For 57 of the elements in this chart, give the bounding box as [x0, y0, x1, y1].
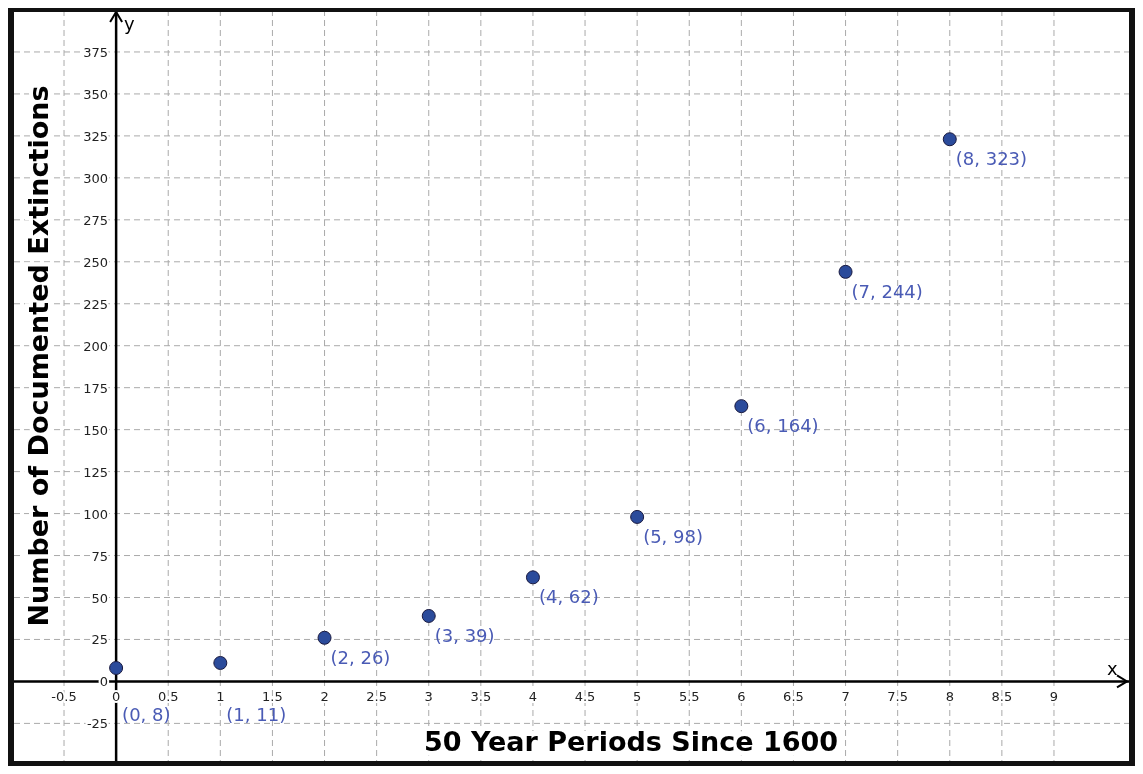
y-tick-label: 250: [83, 254, 109, 270]
data-label: (1, 11): [226, 704, 287, 726]
y-tick-label: 375: [83, 44, 109, 60]
x-tick-label: 7: [841, 689, 850, 705]
data-label: (5, 98): [643, 525, 704, 547]
annotation: x: [1107, 658, 1118, 680]
y-tick-label: -25: [86, 716, 109, 732]
point: [317, 630, 332, 645]
x-tick-label: 3: [424, 689, 433, 705]
x-tick-label: 2: [320, 689, 329, 705]
x-tick-label: 4.5: [574, 689, 596, 705]
y-tick-label: 75: [91, 548, 109, 564]
y-tick-label: 100: [83, 506, 109, 522]
x-tick-label: 2.5: [366, 689, 387, 705]
x-tick-label: 6: [737, 689, 746, 705]
x-tick-label: 6.5: [783, 689, 804, 705]
x-tick-label: 8: [945, 689, 954, 705]
y-tick-label: 200: [83, 338, 109, 354]
point: [942, 132, 957, 147]
data-label: (6, 164): [747, 415, 819, 437]
x-tick-label: 8.5: [991, 689, 1013, 705]
y-tick-label: 325: [83, 128, 109, 144]
data-label: (3, 39): [434, 624, 495, 646]
x-tick-label: 9: [1049, 689, 1059, 705]
y-tick-label: 350: [83, 86, 109, 102]
x-tick-label: 5.5: [678, 689, 700, 705]
point: [525, 570, 540, 585]
x-tick-label: 1: [216, 689, 225, 705]
point: [734, 399, 749, 414]
y-tick-label: 25: [91, 632, 109, 648]
x-tick-label: 7.5: [887, 689, 909, 705]
x-tick-label: -0.5: [51, 689, 77, 705]
x-axis-title: 50 Year Periods Since 1600: [423, 726, 839, 757]
data-label: (7, 244): [851, 280, 923, 302]
annotation: y: [124, 13, 136, 34]
data-label: (4, 62): [538, 586, 599, 608]
data-label: (0, 8): [122, 704, 171, 726]
x-tick-label: 3.5: [470, 689, 492, 705]
point: [213, 655, 228, 670]
data-label: (8, 323): [955, 148, 1028, 170]
x-tick-label: 4: [528, 689, 538, 705]
x-tick-label: 5: [633, 689, 642, 705]
x-tick-label: 0.5: [157, 689, 179, 705]
point: [109, 661, 124, 675]
x-tick-label: 1.5: [262, 689, 283, 705]
y-tick-label: 175: [83, 380, 109, 396]
data-label: (2, 26): [330, 646, 391, 668]
point: [630, 509, 645, 524]
point: [421, 608, 436, 623]
point: [838, 264, 853, 279]
y-tick-label: 225: [83, 296, 109, 312]
y-tick-label: 50: [91, 590, 109, 606]
y-tick-label: 150: [83, 422, 109, 438]
y-tick-label: 125: [83, 464, 109, 480]
y-tick-label: 275: [83, 212, 109, 228]
y-tick-label: 300: [83, 170, 109, 186]
y-axis-title: Number of Documented Extinctions: [23, 85, 54, 627]
